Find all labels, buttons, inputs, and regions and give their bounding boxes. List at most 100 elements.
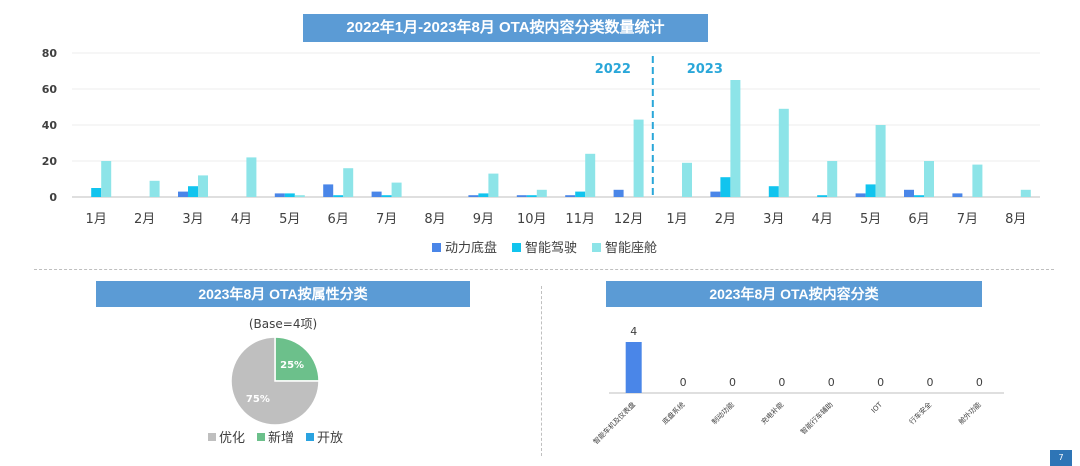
x-tick-label: 9月: [473, 212, 494, 227]
bar-value-label: 0: [680, 376, 687, 389]
legend-label: 智能驾驶: [525, 241, 577, 256]
x-tick-label: 8月: [424, 212, 445, 227]
bar-powertrain: [274, 193, 285, 197]
category-tick-label: 充电补能: [759, 400, 785, 426]
category-tick-label: IOT: [870, 400, 885, 415]
x-tick-label: 7月: [376, 212, 397, 227]
bar-adas: [381, 195, 392, 197]
bar-cockpit: [149, 180, 160, 197]
bar-cockpit: [585, 153, 596, 197]
pie-legend-label: 优化: [219, 431, 245, 446]
y-tick-label: 60: [42, 83, 58, 96]
pie-base-note: (Base=4项): [248, 317, 318, 331]
pie-legend-swatch: [208, 433, 216, 441]
bar-adas: [914, 195, 924, 197]
bar-cockpit: [633, 119, 644, 197]
y-tick-label: 0: [49, 191, 57, 204]
bar-cockpit: [391, 182, 402, 197]
category-tick-label: 舱外功能: [957, 400, 983, 426]
x-tick-label: 3月: [763, 212, 784, 227]
pie-slice: [274, 336, 320, 382]
bar-powertrain: [613, 189, 624, 197]
x-tick-label: 2月: [134, 212, 155, 227]
legend-label: 动力底盘: [445, 240, 497, 256]
bar-cockpit: [730, 80, 741, 197]
bar-cockpit: [875, 125, 886, 197]
y-tick-label: 20: [42, 155, 58, 168]
x-tick-label: 7月: [957, 212, 978, 227]
bar-adas: [817, 195, 828, 197]
x-tick-label: 1月: [666, 212, 687, 227]
bar-adas: [865, 184, 876, 197]
bar-adas: [188, 186, 198, 197]
x-tick-label: 12月: [614, 212, 644, 227]
bar-cockpit: [924, 161, 934, 197]
category-tick-label: 行车安全: [907, 400, 933, 426]
bar-adas: [526, 195, 537, 197]
pie-legend-label: 开放: [317, 431, 343, 446]
x-tick-label: 3月: [182, 212, 203, 227]
x-tick-label: 1月: [86, 212, 107, 227]
bar-powertrain: [516, 195, 527, 197]
bar-value-label: 0: [778, 376, 785, 389]
bar-cockpit: [198, 175, 208, 197]
x-tick-label: 10月: [517, 212, 547, 227]
pie-legend-swatch: [257, 433, 265, 441]
bar-powertrain: [565, 195, 576, 197]
bar-value-label: 0: [976, 376, 983, 389]
bar-powertrain: [710, 191, 721, 197]
bar-value-label: 4: [630, 325, 637, 338]
bar-cockpit: [682, 162, 692, 197]
year-label-2022: 2022: [595, 62, 631, 77]
bar-cockpit: [294, 195, 305, 197]
category-tick-label: 智能车机及仪表盘: [591, 400, 637, 446]
bar-adas: [478, 193, 489, 197]
year-label-2023: 2023: [687, 62, 723, 77]
x-tick-label: 2月: [715, 212, 736, 227]
x-tick-label: 11月: [565, 212, 595, 227]
pie-chart-title: 2023年8月 OTA按属性分类: [96, 281, 470, 307]
pie-value-label: 25%: [280, 360, 304, 371]
legend-swatch: [592, 243, 601, 252]
pie-value-label: 75%: [246, 394, 270, 405]
pie-legend-swatch: [306, 433, 314, 441]
bar-cockpit: [1020, 189, 1031, 197]
bar-cockpit: [827, 161, 838, 197]
bar-powertrain: [178, 191, 188, 197]
x-tick-label: 6月: [908, 212, 929, 227]
category-tick-label: 制动功能: [710, 400, 736, 426]
category-tick-label: 智能行车辅助: [799, 400, 835, 436]
bar-powertrain: [952, 193, 963, 197]
legend-swatch: [512, 243, 521, 252]
bar-adas: [720, 177, 731, 197]
x-tick-label: 5月: [279, 212, 300, 227]
y-tick-label: 40: [42, 119, 58, 132]
bar-powertrain: [855, 193, 866, 197]
bar-cockpit: [488, 173, 499, 197]
bar-powertrain: [371, 191, 382, 197]
x-tick-label: 8月: [1005, 212, 1026, 227]
bar-value-label: 0: [877, 376, 884, 389]
bar-cockpit: [778, 108, 789, 197]
bar-category: [625, 342, 642, 393]
bar-powertrain: [904, 189, 914, 197]
bar-adas: [575, 191, 586, 197]
bar-cockpit: [972, 164, 983, 197]
bar-adas: [284, 193, 295, 197]
bar-value-label: 0: [926, 376, 933, 389]
bar-powertrain: [323, 184, 334, 197]
legend-label: 智能座舱: [605, 241, 657, 256]
horizontal-divider: [34, 269, 1054, 270]
x-tick-label: 4月: [812, 212, 833, 227]
bar-cockpit: [536, 189, 547, 197]
pie-legend-label: 新增: [268, 430, 294, 446]
pie-slice: [230, 336, 320, 426]
bar-value-label: 0: [828, 376, 835, 389]
bar-adas: [91, 188, 102, 197]
bar-powertrain: [468, 195, 479, 197]
x-tick-label: 6月: [328, 212, 349, 227]
category-tick-label: 底盘系统: [660, 400, 686, 426]
x-tick-label: 4月: [231, 212, 252, 227]
content-bar-chart-title: 2023年8月 OTA按内容分类: [606, 281, 982, 307]
